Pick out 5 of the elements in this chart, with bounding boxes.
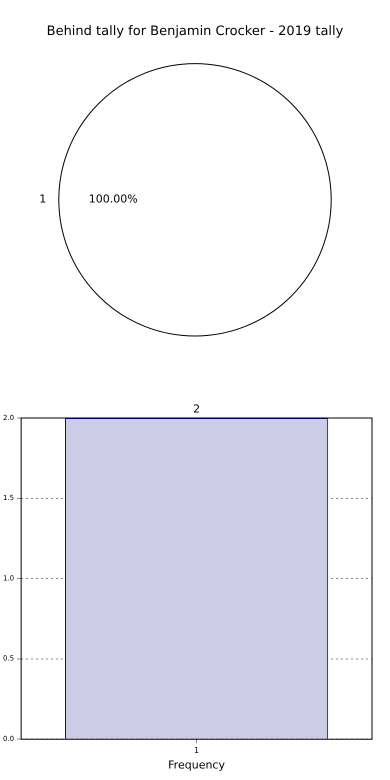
chart-title: Behind tally for Benjamin Crocker - 2019 tally — [46, 24, 344, 40]
x-axis-title: Frequency — [168, 758, 226, 772]
slice-label: 1 — [39, 192, 46, 206]
data-label: 100.00% — [88, 192, 138, 206]
data-label: 2 — [193, 402, 200, 416]
